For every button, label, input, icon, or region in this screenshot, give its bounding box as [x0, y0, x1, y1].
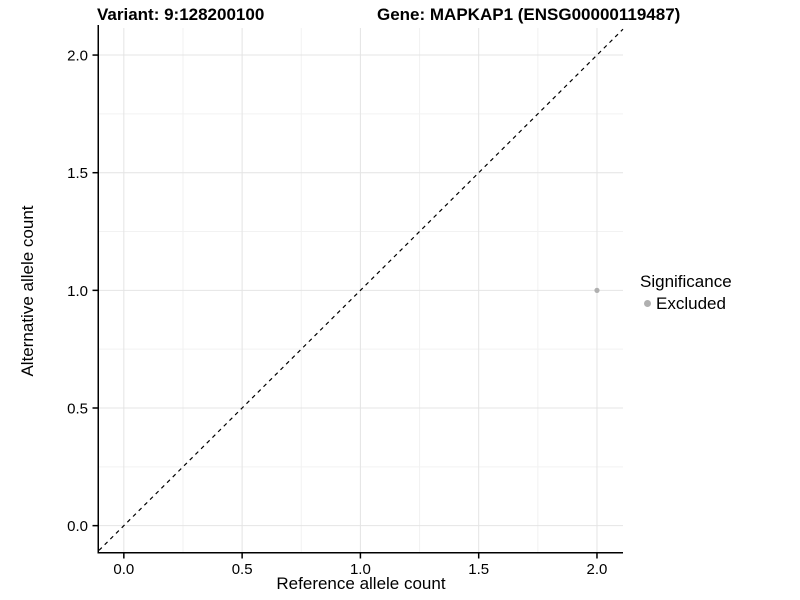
plot-title-gene: Gene: MAPKAP1 (ENSG00000119487) [377, 5, 681, 24]
identity-dashed-line [98, 28, 624, 551]
data-point [594, 287, 600, 293]
x-tick-label: 0.0 [113, 561, 134, 578]
legend-item-excluded: Excluded [640, 294, 732, 313]
y-tick-label: 0.0 [67, 518, 88, 535]
legend-point-icon [644, 300, 651, 307]
x-tick-label: 2.0 [587, 561, 608, 578]
y-tick-label: 2.0 [67, 48, 88, 65]
x-tick-label: 1.0 [350, 561, 371, 578]
y-tick-label: 1.5 [67, 165, 88, 182]
legend: Significance Excluded [640, 272, 732, 313]
y-tick-label: 1.0 [67, 283, 88, 300]
legend-item-label: Excluded [656, 294, 726, 313]
y-axis-title: Alternative allele count [18, 205, 37, 377]
x-axis-title: Reference allele count [276, 574, 446, 593]
x-tick-label: 1.5 [468, 561, 489, 578]
plot-title-variant: Variant: 9:128200100 [97, 5, 265, 24]
legend-title: Significance [640, 272, 732, 291]
y-tick-label: 0.5 [67, 401, 88, 418]
x-tick-label: 0.5 [232, 561, 253, 578]
